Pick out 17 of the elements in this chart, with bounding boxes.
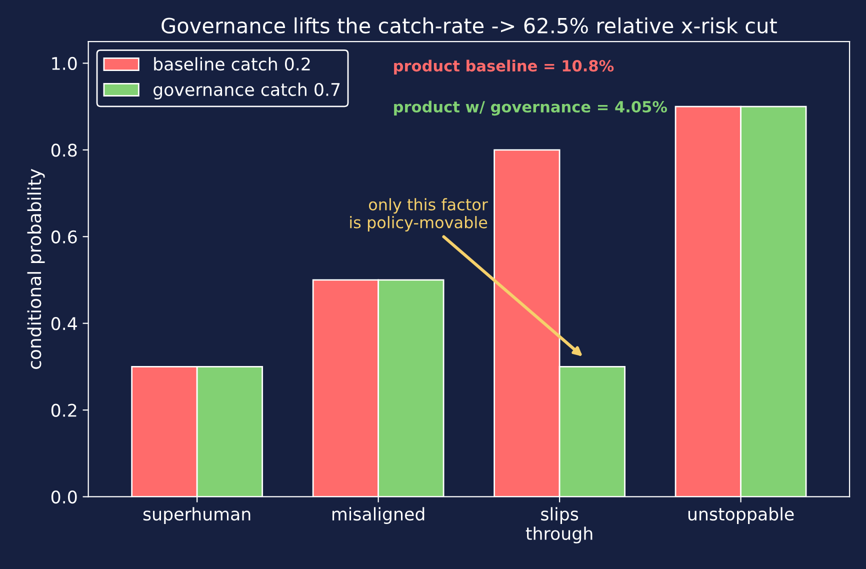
y-tick-label: 0.0: [51, 490, 77, 504]
y-axis-title: conditional probability: [27, 168, 45, 369]
annotation: product baseline = 10.8%: [394, 60, 614, 75]
y-tick-label: 0.2: [51, 404, 76, 417]
y-tick-label: 1.0: [52, 56, 77, 70]
x-tick-label: misaligned: [332, 507, 424, 524]
y-tick-label: 0.8: [51, 144, 77, 157]
annotation: product w/ governance = 4.05%: [394, 100, 668, 116]
x-tick-label: slips through: [526, 507, 592, 544]
chart-title: Governance lifts the catch-rate -> 62.5% relative x-risk cut: [162, 17, 777, 34]
y-tick-label: 0.4: [51, 317, 77, 330]
x-tick-label: superhuman: [143, 507, 250, 524]
y-tick-label: 0.6: [51, 230, 77, 244]
legend-label: governance catch 0.7: [154, 82, 340, 100]
annotation: only this factor is policy-movable: [350, 198, 488, 232]
x-tick-label: unstoppable: [688, 507, 794, 524]
legend-label: baseline catch 0.2: [154, 57, 310, 71]
